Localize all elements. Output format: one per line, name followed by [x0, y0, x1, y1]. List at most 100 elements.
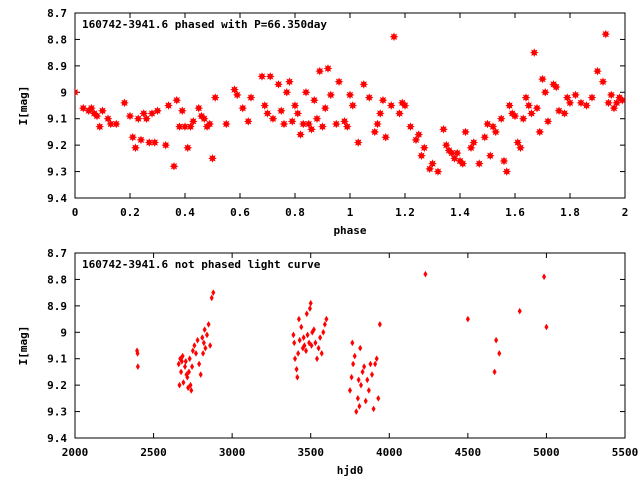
- data-point: [326, 90, 336, 100]
- data-point: [521, 93, 531, 102]
- x-tick-label: 1: [347, 206, 354, 219]
- data-point: [345, 90, 355, 100]
- data-point: [439, 124, 448, 134]
- data-point: [208, 153, 217, 163]
- data-point: [78, 103, 88, 113]
- data-point: [516, 143, 525, 153]
- data-point: [560, 109, 569, 118]
- data-point: [268, 114, 278, 124]
- x-tick-label: 3000: [219, 446, 246, 459]
- data-point: [232, 90, 242, 100]
- data-point: [293, 109, 303, 118]
- data-point: [540, 87, 550, 97]
- data-point: [598, 77, 608, 87]
- data-point: [305, 331, 310, 339]
- data-point: [576, 98, 586, 108]
- data-point: [203, 344, 208, 352]
- data-point: [297, 336, 302, 344]
- data-point: [347, 387, 353, 394]
- data-point: [292, 339, 297, 347]
- data-points: [135, 270, 549, 415]
- data-point: [499, 156, 509, 166]
- data-point: [517, 307, 522, 315]
- chart-panel-1: 0 0.2 0.4 0.6 0.8 1 1.2 1.4 1.6 1.8 2 8.7 8.8 8.9 9 9.1…: [17, 7, 628, 237]
- data-point: [529, 48, 539, 58]
- data-point: [200, 334, 205, 341]
- data-point: [299, 323, 304, 331]
- data-point: [179, 357, 184, 365]
- data-point: [133, 114, 143, 124]
- data-point: [423, 270, 428, 278]
- data-point: [111, 119, 121, 129]
- data-point: [348, 101, 358, 110]
- data-point: [95, 122, 105, 132]
- data-point: [518, 114, 528, 124]
- data-point: [294, 365, 299, 373]
- y-tick-label: 8.7: [47, 7, 67, 20]
- x-tick-label: 4500: [455, 446, 482, 459]
- plot-frame: [74, 252, 626, 439]
- x-tick-label: 0.4: [175, 206, 195, 219]
- data-point: [582, 101, 591, 110]
- data-point: [425, 164, 435, 174]
- data-point: [312, 114, 322, 124]
- data-point: [308, 299, 313, 307]
- data-point: [318, 334, 323, 341]
- y-tick-label: 9: [60, 86, 67, 99]
- data-point: [319, 350, 324, 357]
- data-point: [296, 130, 305, 139]
- data-point: [609, 103, 619, 113]
- data-point: [221, 119, 231, 129]
- data-point: [358, 381, 364, 389]
- data-point: [565, 98, 575, 108]
- data-point: [210, 93, 220, 102]
- data-point: [139, 109, 149, 118]
- x-tick-label: 1.4: [450, 206, 470, 219]
- data-point: [285, 77, 294, 87]
- data-point: [295, 373, 300, 381]
- y-tick-label: 9.2: [47, 379, 67, 392]
- data-point: [147, 109, 157, 118]
- data-point: [334, 77, 344, 87]
- data-point: [176, 360, 181, 368]
- data-point: [87, 103, 96, 113]
- x-tick-label: 1.8: [560, 206, 580, 219]
- data-point: [469, 138, 479, 147]
- data-point: [309, 95, 319, 105]
- data-point: [128, 132, 138, 142]
- data-point: [188, 116, 198, 126]
- data-point: [374, 355, 379, 363]
- data-point: [496, 114, 506, 124]
- data-point: [230, 85, 239, 95]
- data-point: [316, 344, 321, 352]
- x-axis-title: hjd0: [337, 464, 364, 477]
- data-point: [377, 320, 382, 328]
- y-tick-label: 8.9: [47, 60, 67, 73]
- data-point: [260, 101, 270, 110]
- data-point: [315, 66, 325, 76]
- data-point: [198, 371, 203, 378]
- data-point: [419, 143, 429, 153]
- data-point: [542, 273, 547, 281]
- y-tick-label: 9: [60, 326, 67, 339]
- data-point: [538, 74, 547, 84]
- data-point: [321, 328, 326, 336]
- x-tick-label: 2000: [62, 446, 89, 459]
- data-point: [304, 119, 314, 129]
- data-point: [355, 394, 360, 402]
- data-point: [494, 336, 499, 344]
- data-point: [483, 119, 492, 129]
- x-tick-label: 0.2: [120, 206, 140, 219]
- data-point: [322, 320, 327, 328]
- x-tick-label: 5500: [612, 446, 639, 459]
- data-point: [364, 93, 374, 102]
- data-point: [340, 116, 349, 126]
- x-tick-label: 0.8: [285, 206, 305, 219]
- data-point: [342, 122, 352, 132]
- data-point: [527, 109, 536, 118]
- data-point: [358, 344, 363, 352]
- data-point: [535, 127, 545, 137]
- data-point: [554, 106, 564, 116]
